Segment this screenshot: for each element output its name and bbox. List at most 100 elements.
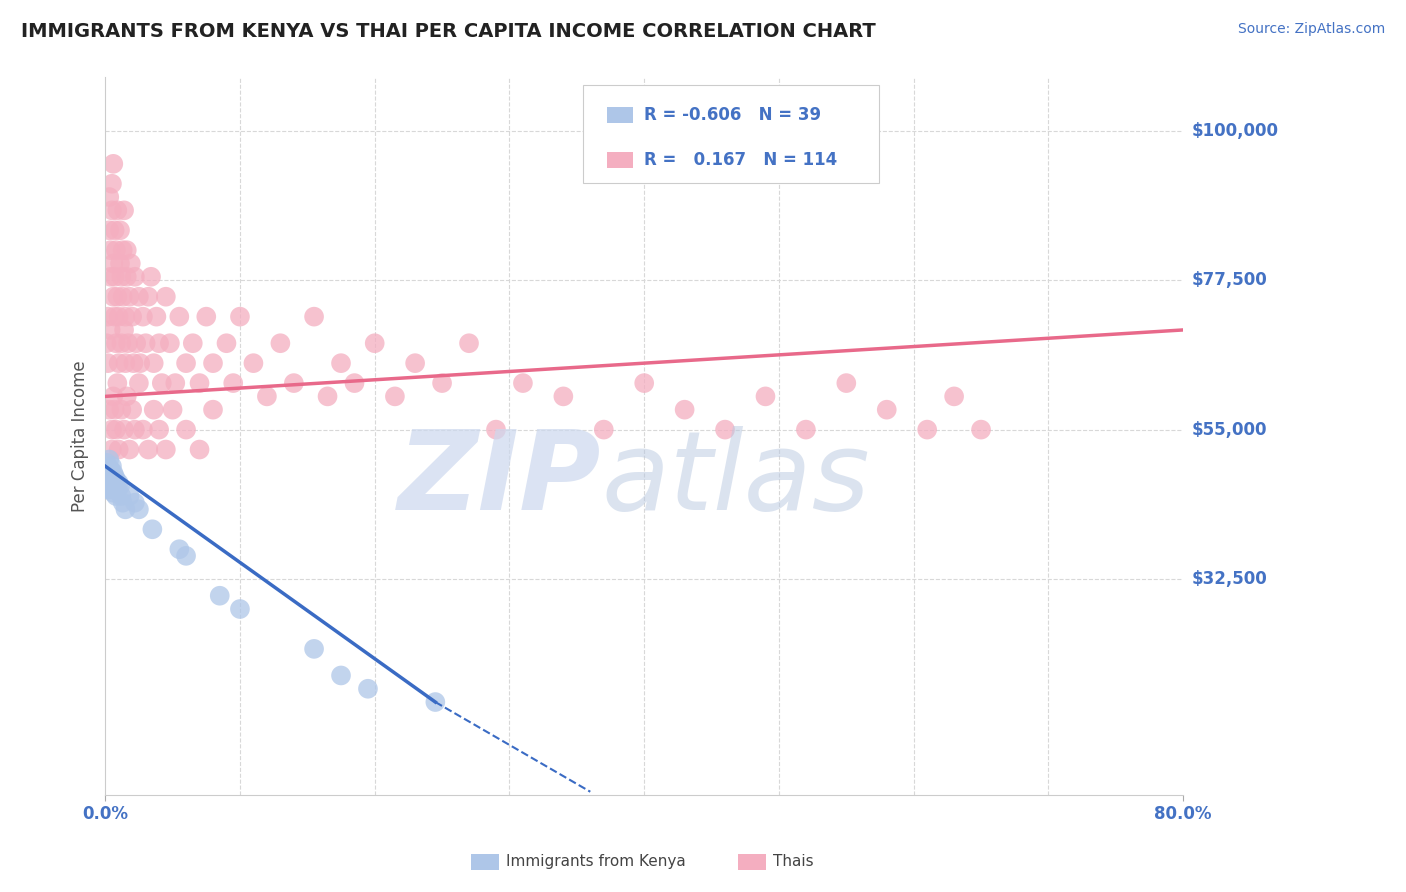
Point bbox=[104, 243, 127, 257]
Point bbox=[98, 452, 121, 467]
Point bbox=[181, 336, 204, 351]
Point bbox=[132, 423, 155, 437]
Point bbox=[96, 336, 118, 351]
Point bbox=[124, 269, 146, 284]
Point bbox=[202, 402, 225, 417]
Point bbox=[169, 310, 191, 324]
Point bbox=[458, 336, 481, 351]
Point bbox=[188, 442, 211, 457]
Point bbox=[148, 336, 170, 351]
Point bbox=[553, 389, 575, 403]
Point bbox=[104, 489, 127, 503]
Point bbox=[165, 376, 187, 390]
Point bbox=[404, 356, 426, 370]
Point bbox=[115, 269, 138, 284]
Point bbox=[104, 336, 127, 351]
Point bbox=[101, 459, 124, 474]
Text: $32,500: $32,500 bbox=[1191, 570, 1267, 588]
Point bbox=[120, 256, 142, 270]
Point bbox=[111, 496, 134, 510]
Point bbox=[104, 423, 127, 437]
Point bbox=[135, 336, 157, 351]
Point bbox=[633, 376, 655, 390]
Point bbox=[101, 177, 124, 191]
Point bbox=[97, 310, 120, 324]
Point bbox=[97, 472, 120, 486]
Point bbox=[512, 376, 534, 390]
Point bbox=[364, 336, 387, 351]
Point bbox=[97, 483, 120, 497]
Point bbox=[105, 483, 128, 497]
Point bbox=[100, 269, 122, 284]
Point bbox=[485, 423, 508, 437]
Point bbox=[103, 466, 125, 480]
Point bbox=[111, 243, 134, 257]
Point bbox=[103, 290, 125, 304]
Point bbox=[122, 356, 145, 370]
Point bbox=[835, 376, 858, 390]
Text: R = -0.606   N = 39: R = -0.606 N = 39 bbox=[644, 106, 821, 124]
Point bbox=[754, 389, 776, 403]
Point bbox=[104, 269, 127, 284]
Point bbox=[104, 483, 127, 497]
Point bbox=[162, 402, 184, 417]
Point bbox=[108, 223, 131, 237]
Point bbox=[357, 681, 380, 696]
Point bbox=[98, 190, 121, 204]
Point bbox=[103, 485, 125, 500]
Point bbox=[117, 336, 139, 351]
Point bbox=[105, 376, 128, 390]
Point bbox=[96, 469, 118, 483]
Point bbox=[256, 389, 278, 403]
Point bbox=[124, 496, 146, 510]
Point bbox=[100, 243, 122, 257]
Point bbox=[108, 256, 131, 270]
Point bbox=[103, 389, 125, 403]
Point bbox=[148, 423, 170, 437]
Point bbox=[174, 356, 197, 370]
Text: IMMIGRANTS FROM KENYA VS THAI PER CAPITA INCOME CORRELATION CHART: IMMIGRANTS FROM KENYA VS THAI PER CAPITA… bbox=[21, 22, 876, 41]
Point bbox=[114, 356, 136, 370]
Point bbox=[96, 456, 118, 470]
Point bbox=[103, 475, 125, 490]
Point bbox=[125, 336, 148, 351]
Point bbox=[104, 469, 127, 483]
Point bbox=[970, 423, 993, 437]
Point bbox=[118, 290, 141, 304]
Text: atlas: atlas bbox=[602, 425, 870, 533]
Point bbox=[141, 522, 163, 536]
Point bbox=[430, 376, 453, 390]
Point bbox=[330, 668, 353, 682]
Point bbox=[673, 402, 696, 417]
Point bbox=[136, 442, 159, 457]
Point bbox=[104, 402, 127, 417]
Point bbox=[110, 269, 132, 284]
Point bbox=[316, 389, 339, 403]
Point bbox=[98, 475, 121, 490]
Point bbox=[229, 602, 252, 616]
Text: Source: ZipAtlas.com: Source: ZipAtlas.com bbox=[1237, 22, 1385, 37]
Point bbox=[174, 549, 197, 563]
Point bbox=[229, 310, 252, 324]
Point bbox=[155, 442, 177, 457]
Point bbox=[915, 423, 938, 437]
Point bbox=[110, 489, 132, 503]
Point bbox=[132, 310, 155, 324]
Point bbox=[139, 269, 162, 284]
Point bbox=[112, 323, 135, 337]
Point bbox=[101, 203, 124, 218]
Point bbox=[714, 423, 737, 437]
Point bbox=[115, 243, 138, 257]
Point bbox=[112, 423, 135, 437]
Point bbox=[794, 423, 817, 437]
Point bbox=[283, 376, 305, 390]
Point bbox=[108, 479, 131, 493]
Point bbox=[115, 389, 138, 403]
Point bbox=[124, 423, 146, 437]
Point bbox=[202, 356, 225, 370]
Text: $100,000: $100,000 bbox=[1191, 121, 1278, 139]
Text: Immigrants from Kenya: Immigrants from Kenya bbox=[506, 855, 686, 869]
Point bbox=[105, 203, 128, 218]
Point bbox=[222, 376, 245, 390]
Point bbox=[188, 376, 211, 390]
